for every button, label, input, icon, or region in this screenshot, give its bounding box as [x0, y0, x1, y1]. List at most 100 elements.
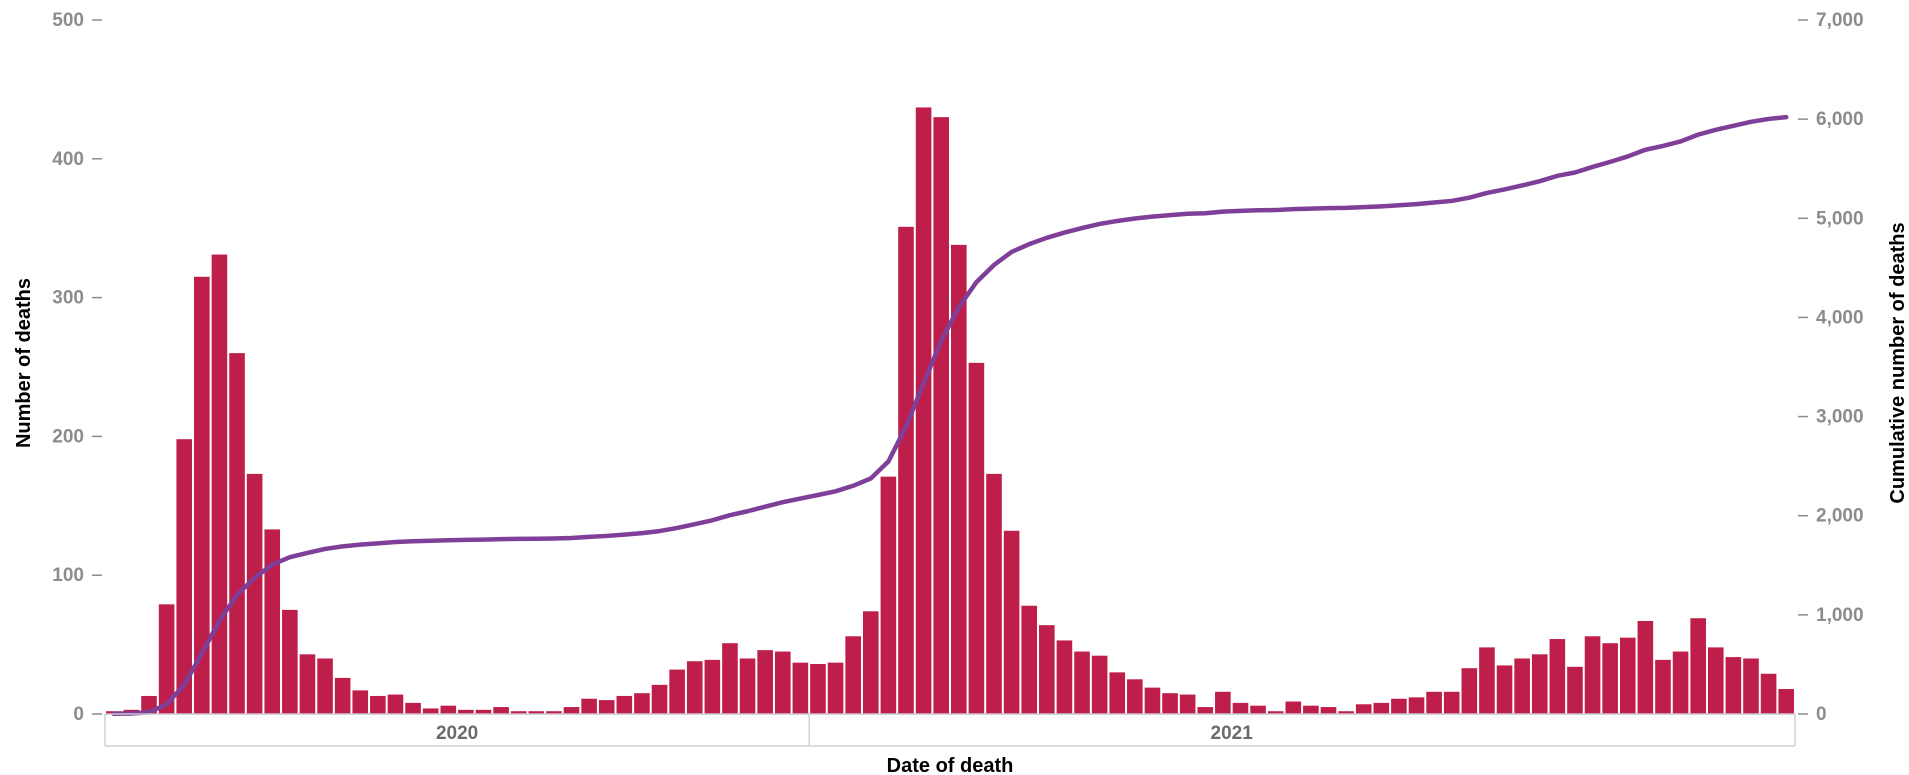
bar: [510, 711, 527, 714]
right-y-tick-label: 3,000: [1816, 407, 1864, 428]
bar: [546, 711, 562, 714]
bar: [1250, 705, 1266, 714]
bar: [1003, 530, 1020, 714]
bar: [616, 695, 633, 714]
bar: [1619, 637, 1636, 714]
bar: [686, 661, 703, 714]
bar-series: [106, 107, 1794, 715]
bar: [810, 664, 826, 714]
x-axis-year-label: 2020: [436, 723, 478, 744]
right-y-tick-label: 4,000: [1816, 307, 1864, 328]
bar: [211, 254, 228, 714]
right-y-axis: 0 1,000 2,000 3,000 4,000 5,000 6,000 7,000: [1798, 10, 1864, 725]
right-y-tick-label: 6,000: [1816, 109, 1864, 130]
bar: [422, 708, 439, 714]
bar: [528, 711, 545, 714]
bar: [1479, 647, 1495, 714]
bar: [1655, 659, 1671, 714]
bar: [246, 473, 263, 714]
bar: [1215, 691, 1231, 714]
right-y-tick-label: 5,000: [1816, 208, 1864, 229]
bar: [862, 611, 879, 714]
bar: [1373, 702, 1390, 714]
right-y-tick-label: 0: [1816, 704, 1827, 725]
bar: [1725, 657, 1742, 714]
bar: [440, 705, 457, 714]
bar: [792, 662, 809, 714]
right-y-axis-title: Cumulative number of deaths: [1887, 222, 1909, 503]
bar: [704, 659, 721, 714]
bar: [158, 604, 175, 714]
bar: [915, 107, 932, 714]
right-y-tick-label: 7,000: [1816, 10, 1864, 31]
bar: [933, 117, 949, 714]
x-axis: 2020 2021: [104, 713, 1796, 747]
bar: [334, 677, 351, 714]
bar: [563, 707, 580, 714]
bar: [1496, 665, 1513, 714]
bar: [1091, 655, 1108, 714]
bar: [299, 654, 316, 714]
bar: [1232, 702, 1249, 714]
cumulative-deaths-line: [111, 114, 1789, 717]
bar: [1179, 694, 1196, 714]
right-y-tick-label: 2,000: [1816, 506, 1864, 527]
left-y-tick-label: 200: [52, 426, 84, 447]
bar: [1549, 639, 1566, 714]
bar: [581, 698, 597, 714]
bar: [986, 473, 1002, 714]
bar: [1162, 693, 1178, 714]
bar: [951, 244, 967, 715]
bar: [1197, 707, 1214, 714]
bar: [1778, 689, 1794, 714]
bar: [317, 658, 333, 714]
left-y-axis: 0 100 200 300 400 500: [52, 10, 102, 725]
bar: [880, 476, 897, 714]
bar: [968, 362, 985, 714]
bar: [1760, 673, 1777, 714]
bar: [282, 609, 298, 714]
bar: [475, 709, 492, 714]
left-y-tick-label: 0: [73, 704, 84, 725]
left-y-axis-title: Number of deaths: [13, 278, 35, 448]
cumulative-line-series: [111, 114, 1789, 717]
bar: [669, 669, 685, 714]
bar: [1109, 672, 1126, 714]
bar: [1584, 636, 1601, 714]
bar: [739, 658, 756, 714]
bar: [1408, 697, 1425, 714]
bar: [387, 694, 404, 714]
bar: [176, 439, 193, 714]
bar: [1355, 704, 1372, 714]
bar: [1391, 698, 1407, 714]
bar: [352, 690, 369, 714]
bar: [1567, 666, 1583, 714]
bar: [1074, 651, 1090, 714]
right-y-tick-label: 1,000: [1816, 605, 1864, 626]
bar: [1426, 691, 1442, 714]
bar: [1707, 647, 1724, 714]
bar: [1021, 605, 1038, 714]
bar: [493, 707, 509, 714]
bar: [229, 353, 245, 714]
x-axis-year-label: 2021: [1211, 723, 1254, 744]
bar: [757, 650, 773, 714]
bar: [1303, 705, 1319, 714]
bar: [370, 695, 386, 714]
bar: [458, 709, 474, 714]
bar: [1672, 651, 1689, 714]
bar: [1338, 711, 1354, 714]
bar: [827, 662, 844, 714]
bar: [1690, 618, 1706, 714]
bar: [774, 651, 791, 714]
bar: [1039, 625, 1055, 714]
left-y-tick-label: 500: [52, 10, 84, 31]
bar: [634, 693, 650, 714]
left-y-tick-label: 400: [52, 149, 84, 170]
bar: [1285, 701, 1302, 714]
bar: [1461, 668, 1478, 714]
bar: [898, 226, 914, 714]
bar: [651, 684, 668, 714]
bar: [1531, 654, 1548, 714]
